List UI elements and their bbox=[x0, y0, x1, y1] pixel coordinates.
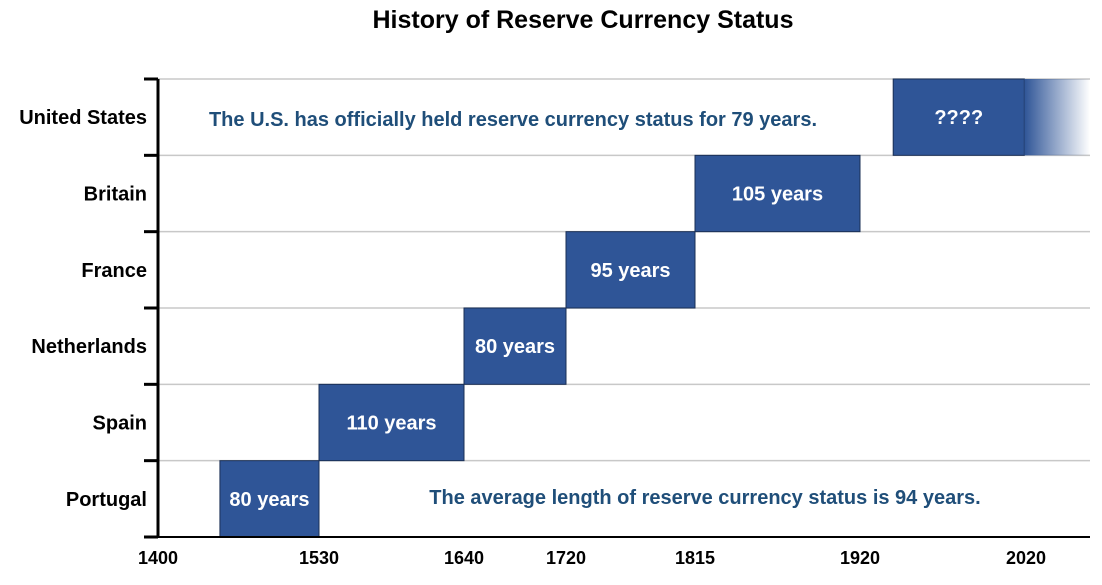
category-label-portugal: Portugal bbox=[66, 489, 147, 511]
chart-title: History of Reserve Currency Status bbox=[373, 6, 794, 34]
bar-britain bbox=[694, 154, 861, 233]
bars bbox=[219, 78, 1090, 538]
x-tick-label-1815: 1815 bbox=[675, 548, 715, 568]
category-label-spain: Spain bbox=[93, 413, 147, 435]
bar-united-states bbox=[892, 78, 1025, 156]
average-length-annotation: The average length of reserve currency s… bbox=[429, 487, 980, 509]
x-tick-label-1400: 1400 bbox=[138, 548, 178, 568]
bar-label-netherlands: 80 years bbox=[475, 336, 555, 358]
bar-spain bbox=[318, 383, 465, 462]
axes bbox=[144, 77, 1090, 539]
bar-label-spain: 110 years bbox=[346, 413, 436, 435]
bar-fade-united-states bbox=[1024, 79, 1090, 156]
x-tick-label-1920: 1920 bbox=[840, 548, 880, 568]
category-label-united-states: United States bbox=[19, 107, 147, 129]
category-label-netherlands: Netherlands bbox=[31, 336, 147, 358]
x-tick-label-1720: 1720 bbox=[546, 548, 586, 568]
us-status-annotation: The U.S. has officially held reserve cur… bbox=[209, 109, 817, 131]
bar-label-france: 95 years bbox=[590, 260, 670, 282]
bar-label-britain: 105 years bbox=[732, 184, 823, 206]
category-label-france: France bbox=[81, 260, 147, 282]
bar-label-united-states: ???? bbox=[934, 107, 983, 129]
bar-label-portugal: 80 years bbox=[229, 489, 309, 511]
x-tick-label-1640: 1640 bbox=[444, 548, 484, 568]
bar-france bbox=[565, 231, 696, 309]
bar-netherlands bbox=[463, 307, 567, 385]
labels: United States Britain France Netherlands Spa… bbox=[19, 107, 1046, 568]
category-label-britain: Britain bbox=[84, 184, 147, 206]
x-tick-label-2020: 2020 bbox=[1006, 548, 1046, 568]
x-tick-label-1530: 1530 bbox=[299, 548, 339, 568]
